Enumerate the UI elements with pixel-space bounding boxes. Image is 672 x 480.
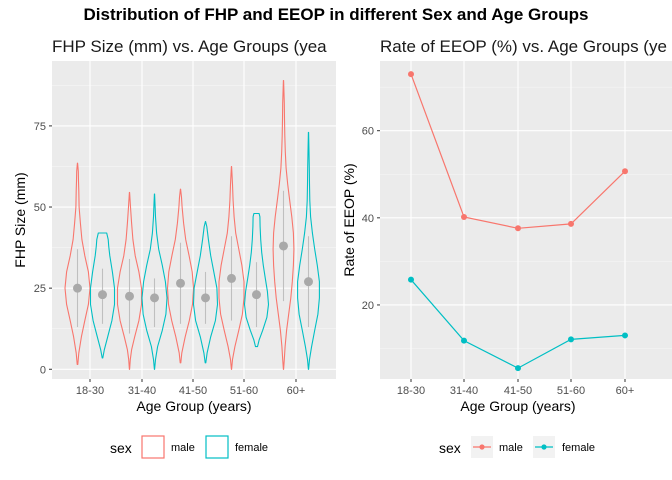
data-point-female-51-60	[568, 336, 574, 343]
data-point-female-18-30	[408, 276, 414, 283]
y-tick-label: 60	[362, 126, 374, 138]
eeop-legend-title: sex	[439, 440, 461, 456]
fhp-legend: sex male female	[110, 435, 268, 459]
eeop-y-ticks: 20 40 60	[362, 126, 380, 312]
eeop-chart-title: Rate of EEOP (%) vs. Age Groups (ye	[380, 37, 667, 56]
violin-female-31-40	[141, 193, 168, 370]
data-point-female-41-50	[515, 365, 521, 372]
violin-female-41-50	[192, 221, 219, 364]
violin-male-31-40	[116, 191, 143, 370]
data-point-male-60+	[622, 168, 628, 175]
y-tick-label: 0	[40, 364, 46, 376]
data-point-female-60+	[622, 332, 628, 339]
fhp-legend-male-label: male	[171, 442, 195, 454]
violin-male-18-30	[64, 162, 91, 365]
violin-male-60+	[272, 79, 295, 370]
violin-male-51-60	[218, 165, 245, 370]
median-point-female	[304, 277, 313, 287]
violin-male-41-50	[166, 188, 195, 364]
figure-title: Distribution of FHP and EEOP in differen…	[83, 5, 588, 24]
eeop-x-ticks: 18-30 31-40 41-50 51-60 60+	[397, 379, 634, 397]
median-point-female	[98, 290, 107, 300]
eeop-panel-background	[380, 61, 672, 379]
data-point-male-41-50	[515, 225, 521, 232]
data-point-female-31-40	[461, 337, 467, 344]
violin-female-60+	[297, 131, 320, 370]
y-tick-label: 25	[34, 283, 46, 295]
fhp-y-ticks: 0 25 50 75	[34, 121, 52, 376]
y-tick-label: 75	[34, 121, 46, 133]
data-point-male-18-30	[408, 71, 414, 78]
x-tick-label: 41-50	[179, 385, 207, 397]
x-tick-label: 18-30	[397, 385, 425, 397]
eeop-legend-female-label: female	[562, 442, 595, 454]
fhp-violins	[64, 79, 320, 370]
median-point-male	[279, 241, 288, 251]
eeop-legend: sex male female	[439, 436, 595, 458]
median-point-female	[150, 293, 159, 303]
eeop-x-axis-label: Age Group (years)	[460, 398, 575, 414]
median-point-male	[125, 291, 134, 301]
median-point-male	[73, 283, 82, 293]
fhp-legend-title: sex	[110, 440, 132, 456]
x-tick-label: 18-30	[76, 385, 104, 397]
eeop-legend-male-label: male	[499, 442, 523, 454]
violin-female-18-30	[89, 232, 116, 359]
fhp-x-axis-label: Age Group (years)	[136, 398, 251, 414]
fhp-legend-male-key	[141, 435, 165, 459]
x-tick-label: 60+	[287, 385, 306, 397]
x-tick-label: 60+	[616, 385, 635, 397]
y-tick-label: 50	[34, 202, 46, 214]
fhp-chart-title: FHP Size (mm) vs. Age Groups (yea	[52, 37, 327, 56]
x-tick-label: 51-60	[557, 385, 585, 397]
fhp-legend-female-key	[205, 435, 229, 459]
y-tick-label: 20	[362, 300, 374, 312]
x-tick-label: 31-40	[450, 385, 478, 397]
median-point-female	[252, 290, 261, 300]
median-point-female	[201, 293, 210, 303]
fhp-legend-female-label: female	[235, 442, 268, 454]
eeop-lines	[408, 71, 628, 372]
violin-female-51-60	[243, 212, 270, 348]
y-tick-label: 40	[362, 213, 374, 225]
median-point-male	[176, 278, 185, 288]
fhp-x-ticks: 18-30 31-40 41-50 51-60 60+	[76, 379, 305, 397]
x-tick-label: 31-40	[128, 385, 156, 397]
data-point-male-31-40	[461, 213, 467, 220]
eeop-gridlines	[380, 61, 672, 379]
fhp-y-axis-label: FHP Size (mm)	[12, 172, 28, 267]
eeop-y-axis-label: Rate of EEOP (%)	[341, 163, 357, 276]
fhp-panel-background	[52, 61, 336, 379]
data-point-male-51-60	[568, 220, 574, 227]
eeop-line-chart: Rate of EEOP (%) vs. Age Groups (ye 20 40…	[341, 37, 672, 414]
x-tick-label: 41-50	[504, 385, 532, 397]
eeop-legend-male-dot	[479, 444, 485, 450]
eeop-legend-female-dot	[541, 444, 547, 450]
fhp-violin-chart: FHP Size (mm) vs. Age Groups (yea 0 25 50 7…	[12, 37, 336, 414]
median-point-male	[227, 273, 236, 283]
x-tick-label: 51-60	[230, 385, 258, 397]
